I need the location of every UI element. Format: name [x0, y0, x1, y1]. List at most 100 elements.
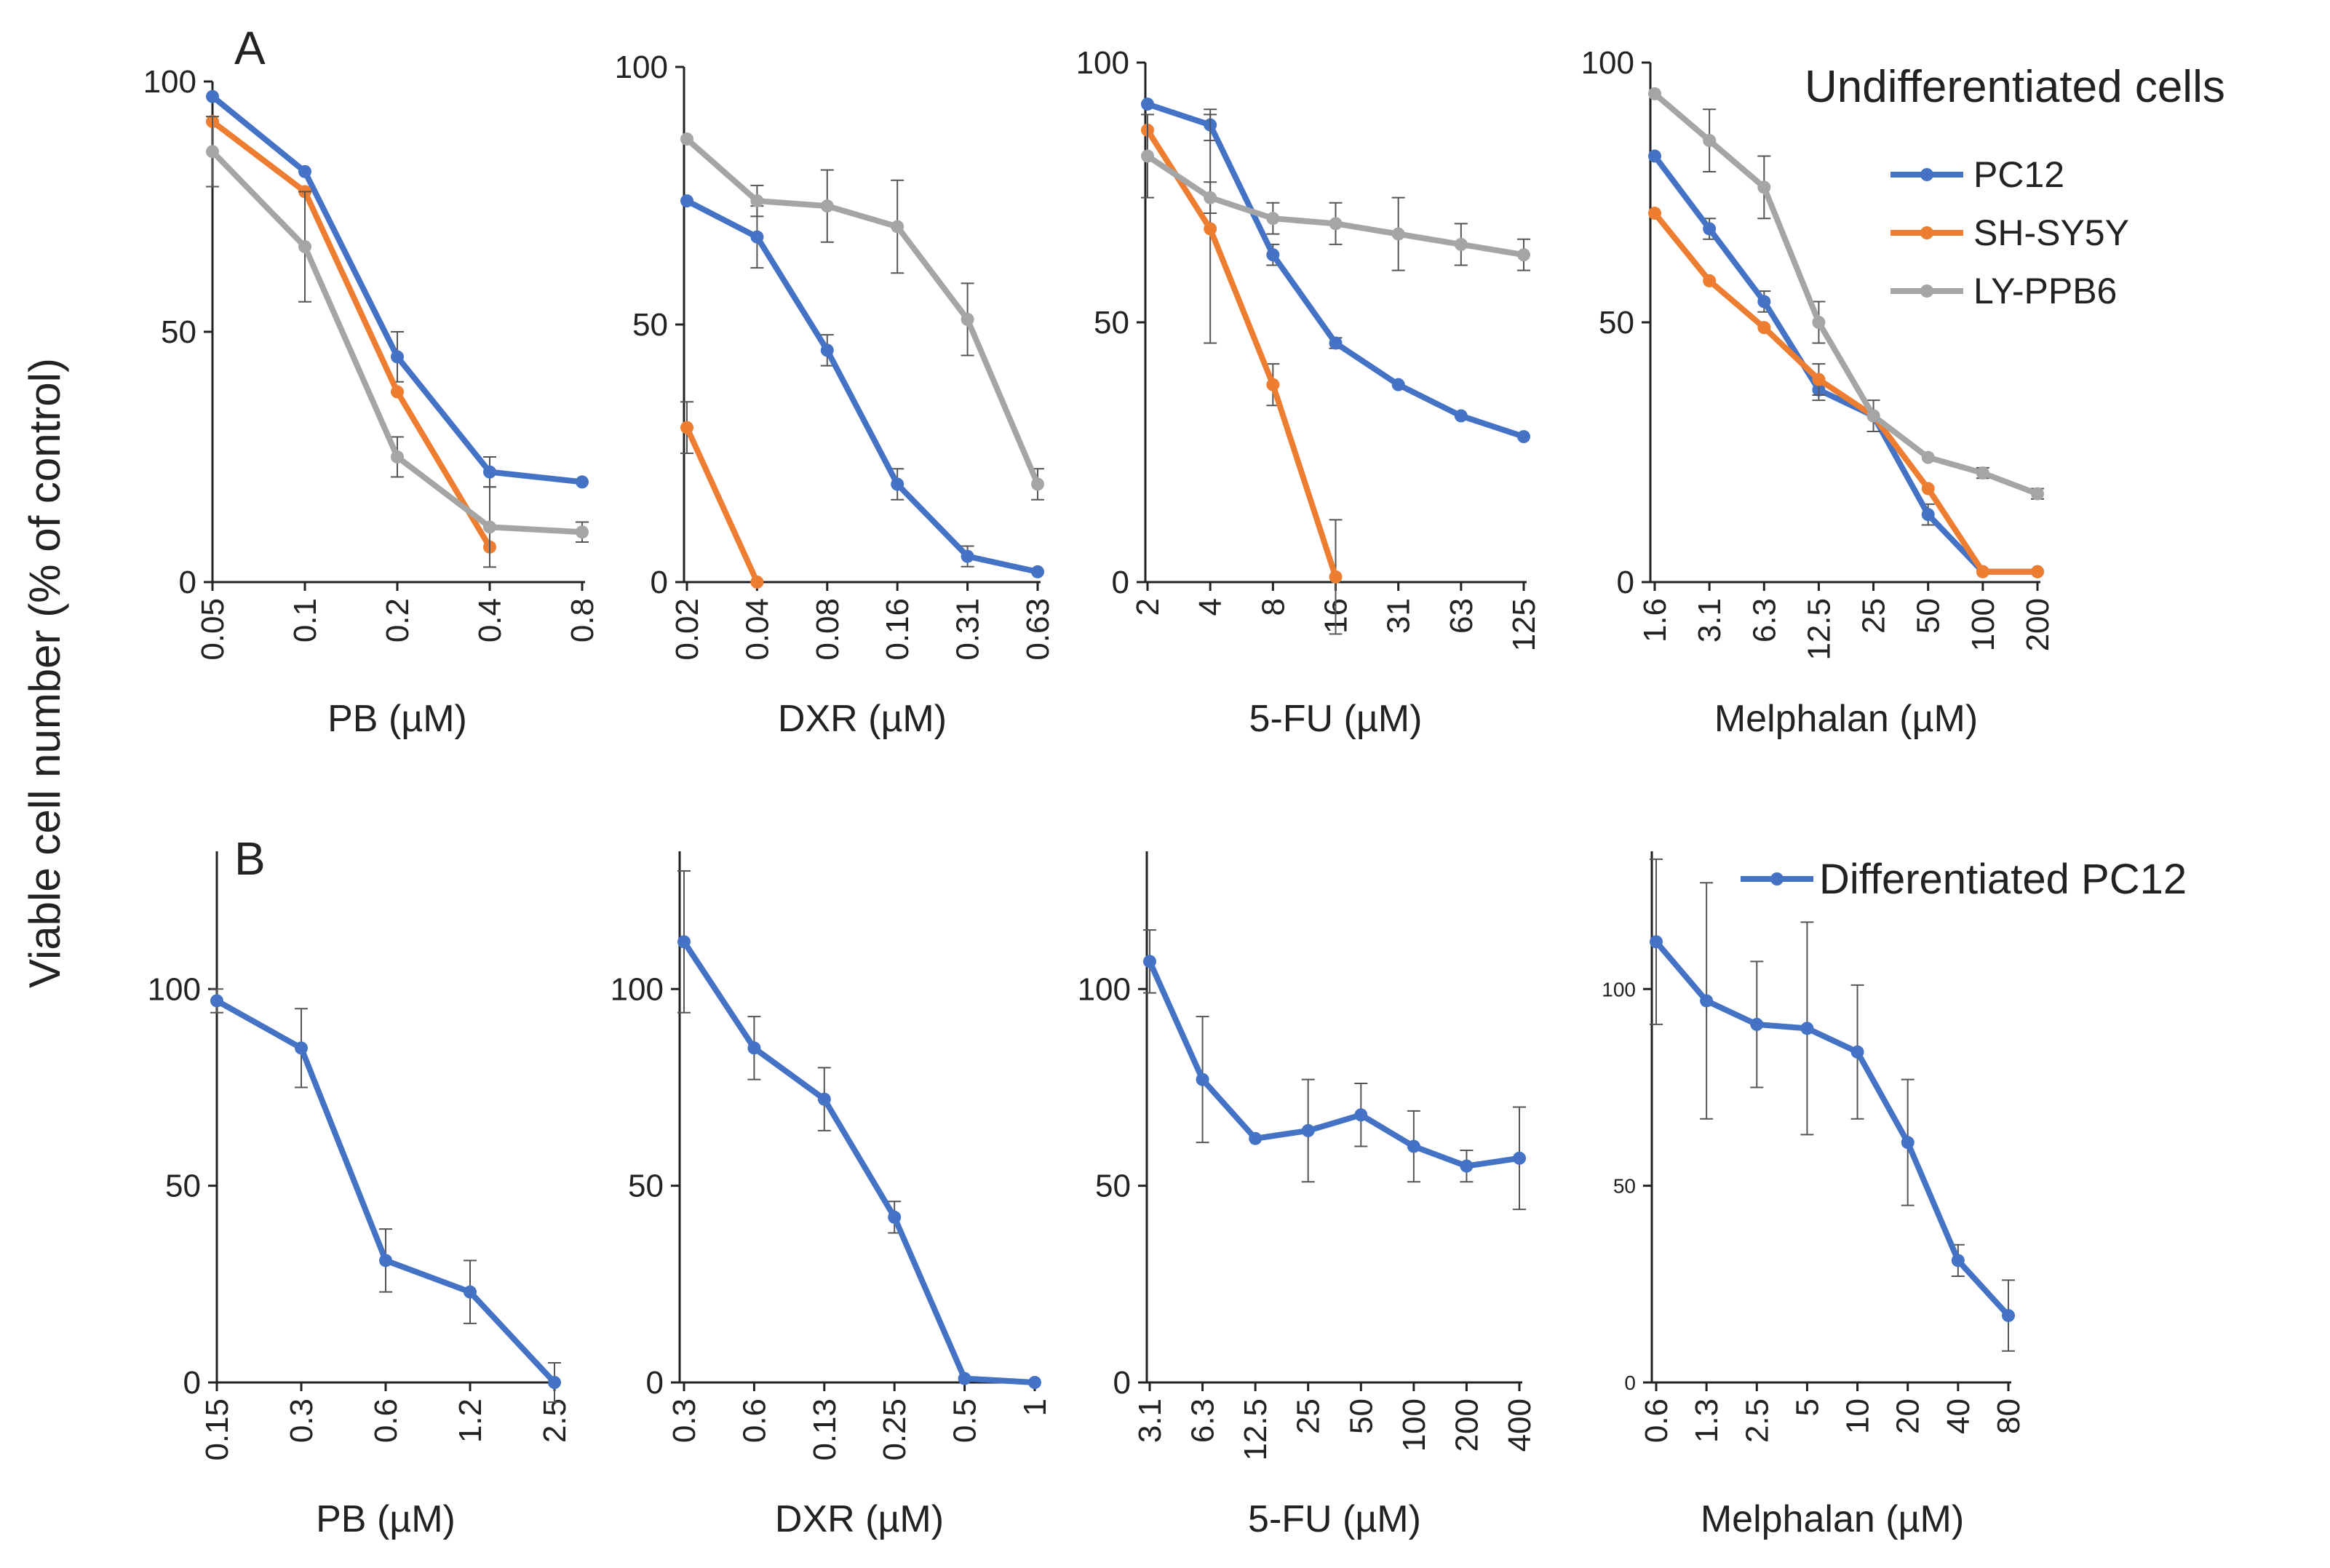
- x-axis-label: DXR (µM): [775, 1498, 944, 1540]
- series-line: [684, 426, 760, 584]
- y-tick-label: 50: [628, 1169, 664, 1204]
- x-tick-label: 25: [1291, 1398, 1327, 1434]
- data-point: [379, 1254, 392, 1267]
- data-point: [206, 89, 219, 103]
- data-point: [210, 994, 223, 1008]
- data-point: [1354, 1108, 1368, 1122]
- data-point: [1921, 450, 1935, 464]
- x-tick-label: 12.5: [1801, 598, 1837, 661]
- data-point: [961, 312, 974, 326]
- data-point: [680, 194, 693, 208]
- series-line: [1147, 960, 1520, 1169]
- x-tick-label: 40: [1941, 1398, 1976, 1434]
- data-point: [483, 465, 496, 479]
- data-point: [1460, 1159, 1474, 1173]
- data-point: [1266, 212, 1280, 226]
- x-tick-label: 0.25: [877, 1398, 912, 1461]
- data-point: [1921, 508, 1935, 522]
- data-point: [747, 1041, 761, 1055]
- x-tick-label: 100: [1396, 1398, 1432, 1452]
- legend-label-differentiated-pc12: Differentiated PC12: [1819, 856, 2187, 903]
- data-point: [1266, 378, 1280, 391]
- legend-label-shsy5y: SH-SY5Y: [1973, 212, 2129, 253]
- legend-label-lyppb6: LY-PPB6: [1973, 271, 2117, 311]
- data-point: [1454, 237, 1468, 251]
- x-tick-label: 6.3: [1185, 1398, 1221, 1443]
- x-axis-label: 5-FU (µM): [1248, 1498, 1421, 1540]
- data-point: [817, 1092, 831, 1106]
- x-tick-label: 0.8: [565, 598, 600, 642]
- data-point: [1391, 227, 1405, 241]
- x-tick-label: 1.2: [453, 1398, 488, 1443]
- data-point: [1648, 149, 1661, 163]
- x-axis-label: DXR (µM): [778, 698, 947, 740]
- data-point: [1812, 373, 1826, 386]
- x-tick-label: 0.08: [810, 598, 846, 661]
- y-tick-label: 0: [179, 565, 196, 600]
- data-point: [1750, 1017, 1764, 1031]
- x-tick-label: 4: [1193, 598, 1228, 616]
- data-point: [1976, 466, 1989, 480]
- data-point: [548, 1376, 561, 1389]
- data-point: [1249, 1131, 1263, 1145]
- data-point: [391, 350, 404, 364]
- series-line: [685, 198, 1038, 575]
- series-differentiated-pc12: [677, 870, 1041, 1389]
- chart-2: 0 50 100 0.02 0.04 0.08 0.16 0.31 0.63 DXR (µM): [615, 49, 1056, 740]
- data-point: [483, 520, 496, 534]
- x-tick-label: 80: [1991, 1398, 2027, 1434]
- series-pc12: [1141, 97, 1530, 444]
- data-point: [295, 1041, 308, 1055]
- x-tick-label: 0.15: [199, 1398, 235, 1461]
- data-point: [1703, 134, 1717, 148]
- x-tick-label: 0.04: [739, 598, 775, 661]
- y-tick-label: 100: [1581, 45, 1634, 81]
- y-tick-label: 0: [1112, 565, 1129, 600]
- x-axis-label: Melphalan (µM): [1714, 698, 1978, 740]
- series-line: [1653, 939, 2011, 1318]
- legend-title: Undifferentiated cells: [1805, 62, 2225, 112]
- data-point: [1951, 1254, 1965, 1267]
- data-point: [891, 220, 904, 234]
- legend-undifferentiated: Undifferentiated cells PC12 SH-SY5Y LY-P…: [1805, 62, 2225, 311]
- legend-entry-pc12: PC12: [1890, 154, 2064, 195]
- chart-4: 0 50 100 1.6 3.1 6.3 12.5 25 50 100 200 Melphalan (…: [1581, 45, 2056, 740]
- data-point: [298, 164, 311, 178]
- series-differentiated-pc12: [210, 988, 561, 1404]
- y-tick-label: 50: [1095, 1169, 1131, 1204]
- series-differentiated-pc12: [1650, 858, 2015, 1352]
- data-point: [1976, 565, 1989, 578]
- x-tick-label: 200: [1449, 1398, 1484, 1452]
- data-point: [391, 450, 404, 463]
- series-sh-sy5y: [680, 401, 764, 589]
- x-tick-label: 0.6: [1639, 1398, 1674, 1443]
- data-point: [391, 385, 404, 399]
- data-point: [1648, 87, 1661, 100]
- data-point: [1850, 1045, 1864, 1059]
- x-tick-label: 2.5: [537, 1398, 573, 1443]
- series-ly-ppb6: [680, 132, 1044, 501]
- y-tick-label: 100: [148, 971, 201, 1007]
- chart-7: 0 50 100 3.1 6.3 12.5 25 50 100 200 400 5-FU (µM): [1078, 851, 1538, 1540]
- series-line: [1146, 101, 1525, 439]
- data-point: [1757, 321, 1771, 335]
- y-tick-label: 50: [632, 307, 668, 343]
- data-point: [1391, 378, 1405, 391]
- y-tick-label: 50: [161, 314, 196, 350]
- y-tick-label: 50: [1599, 305, 1634, 341]
- y-tick-label: 0: [1624, 1372, 1636, 1394]
- data-point: [961, 549, 974, 563]
- x-tick-label: 1: [1017, 1398, 1053, 1416]
- data-point: [2002, 1309, 2015, 1323]
- data-point: [680, 421, 693, 434]
- y-tick-label: 100: [143, 64, 196, 100]
- x-tick-label: 2: [1130, 598, 1166, 616]
- x-tick-label: 63: [1444, 598, 1479, 634]
- data-point: [680, 132, 693, 146]
- data-point: [958, 1372, 971, 1385]
- data-point: [1141, 149, 1154, 163]
- x-tick-label: 0.2: [380, 598, 415, 642]
- data-point: [576, 525, 589, 539]
- data-point: [888, 1210, 902, 1224]
